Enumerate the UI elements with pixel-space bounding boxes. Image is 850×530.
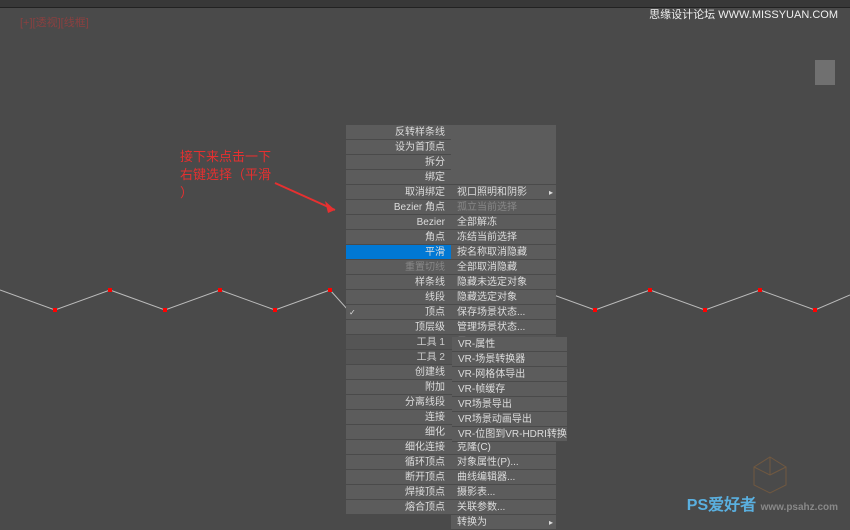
quad-top-right: 视口照明和阴影 孤立当前选择 全部解冻 冻结当前选择 按名称取消隐藏 全部取消隐… bbox=[451, 125, 556, 350]
menu-item[interactable]: 顶点 bbox=[346, 305, 451, 320]
quad-bottom-left: 工具 2 创建线 附加 分离线段 连接 细化 细化连接 循环顶点 断开顶点 焊接… bbox=[346, 350, 451, 530]
menu-item[interactable]: 曲线编辑器... bbox=[451, 470, 556, 485]
menu-item[interactable]: 全部取消隐藏 bbox=[451, 260, 556, 275]
spacer bbox=[451, 125, 556, 185]
submenu-item[interactable]: VR-帧缓存 bbox=[452, 382, 567, 397]
menu-item[interactable]: 全部解冻 bbox=[451, 215, 556, 230]
menu-item[interactable]: 关联参数... bbox=[451, 500, 556, 515]
menu-item[interactable]: 绑定 bbox=[346, 170, 451, 185]
submenu-item[interactable]: VR-网格体导出 bbox=[452, 367, 567, 382]
menu-item[interactable]: 断开顶点 bbox=[346, 470, 451, 485]
menu-item[interactable]: 保存场景状态... bbox=[451, 305, 556, 320]
menu-item[interactable]: 反转样条线 bbox=[346, 125, 451, 140]
menu-item[interactable]: 焊接顶点 bbox=[346, 485, 451, 500]
submenu-item[interactable]: VR-场景转换器 bbox=[452, 352, 567, 367]
menu-item[interactable]: 按名称取消隐藏 bbox=[451, 245, 556, 260]
annotation-line: 接下来点击一下 bbox=[180, 148, 271, 166]
menu-item[interactable]: 顶层级 bbox=[346, 320, 451, 335]
annotation-line: ） bbox=[180, 184, 271, 202]
menu-item[interactable]: 转换为 bbox=[451, 515, 556, 530]
annotation-arrow bbox=[270, 175, 350, 220]
annotation-line: 右键选择（平滑 bbox=[180, 166, 271, 184]
menu-item[interactable]: 隐藏选定对象 bbox=[451, 290, 556, 305]
menu-item[interactable]: 细化 bbox=[346, 425, 451, 440]
menu-item[interactable]: 角点 bbox=[346, 230, 451, 245]
menu-item[interactable]: 隐藏未选定对象 bbox=[451, 275, 556, 290]
menu-item[interactable]: 循环顶点 bbox=[346, 455, 451, 470]
menu-item[interactable]: 管理场景状态... bbox=[451, 320, 556, 335]
viewport-label[interactable]: [+][透视][线框] bbox=[20, 14, 89, 30]
menu-item-smooth[interactable]: 平滑 bbox=[346, 245, 451, 260]
quad-title: 工具 2 bbox=[346, 350, 451, 365]
submenu-item[interactable]: VR-位图到VR-HDRI转换器 bbox=[452, 427, 567, 442]
menu-item[interactable]: 视口照明和阴影 bbox=[451, 185, 556, 200]
menu-item[interactable]: Bezier bbox=[346, 215, 451, 230]
quad-menu: 反转样条线 设为首顶点 拆分 绑定 取消绑定 Bezier 角点 Bezier … bbox=[346, 125, 556, 530]
menu-item[interactable]: 对象属性(P)... bbox=[451, 455, 556, 470]
submenu-item[interactable]: VR场景导出 bbox=[452, 397, 567, 412]
menu-item: 重置切线 bbox=[346, 260, 451, 275]
menu-item[interactable]: 创建线 bbox=[346, 365, 451, 380]
quad-title: 工具 1 bbox=[346, 335, 451, 350]
submenu-item[interactable]: VR场景动画导出 bbox=[452, 412, 567, 427]
home-icon[interactable] bbox=[815, 60, 835, 85]
menu-item[interactable]: 摄影表... bbox=[451, 485, 556, 500]
quad-top-left: 反转样条线 设为首顶点 拆分 绑定 取消绑定 Bezier 角点 Bezier … bbox=[346, 125, 451, 350]
menu-item[interactable]: 设为首顶点 bbox=[346, 140, 451, 155]
menu-item[interactable]: 样条线 bbox=[346, 275, 451, 290]
menu-item[interactable]: 附加 bbox=[346, 380, 451, 395]
menu-item[interactable]: 连接 bbox=[346, 410, 451, 425]
annotation-text: 接下来点击一下 右键选择（平滑 ） bbox=[180, 148, 271, 203]
watermark-top: 思缘设计论坛 WWW.MISSYUAN.COM bbox=[649, 6, 838, 22]
menu-item[interactable]: 线段 bbox=[346, 290, 451, 305]
watermark-bottom: PS爱好者 www.psahz.com bbox=[687, 491, 838, 515]
submenu-item[interactable]: VR-属性 bbox=[452, 337, 567, 352]
menu-item[interactable]: 冻结当前选择 bbox=[451, 230, 556, 245]
menu-item[interactable]: Bezier 角点 bbox=[346, 200, 451, 215]
watermark-text: PS爱好者 bbox=[687, 497, 756, 514]
viewcube-icon[interactable] bbox=[750, 455, 790, 495]
menu-item[interactable]: 分离线段 bbox=[346, 395, 451, 410]
menu-item[interactable]: 熔合顶点 bbox=[346, 500, 451, 515]
menu-item[interactable]: 克隆(C) bbox=[451, 440, 556, 455]
menu-item: 孤立当前选择 bbox=[451, 200, 556, 215]
menu-item[interactable]: 细化连接 bbox=[346, 440, 451, 455]
watermark-url: www.psahz.com bbox=[761, 502, 838, 513]
menu-item[interactable]: 取消绑定 bbox=[346, 185, 451, 200]
menu-item[interactable]: 拆分 bbox=[346, 155, 451, 170]
convert-submenu: VR-属性 VR-场景转换器 VR-网格体导出 VR-帧缓存 VR场景导出 VR… bbox=[452, 337, 567, 442]
